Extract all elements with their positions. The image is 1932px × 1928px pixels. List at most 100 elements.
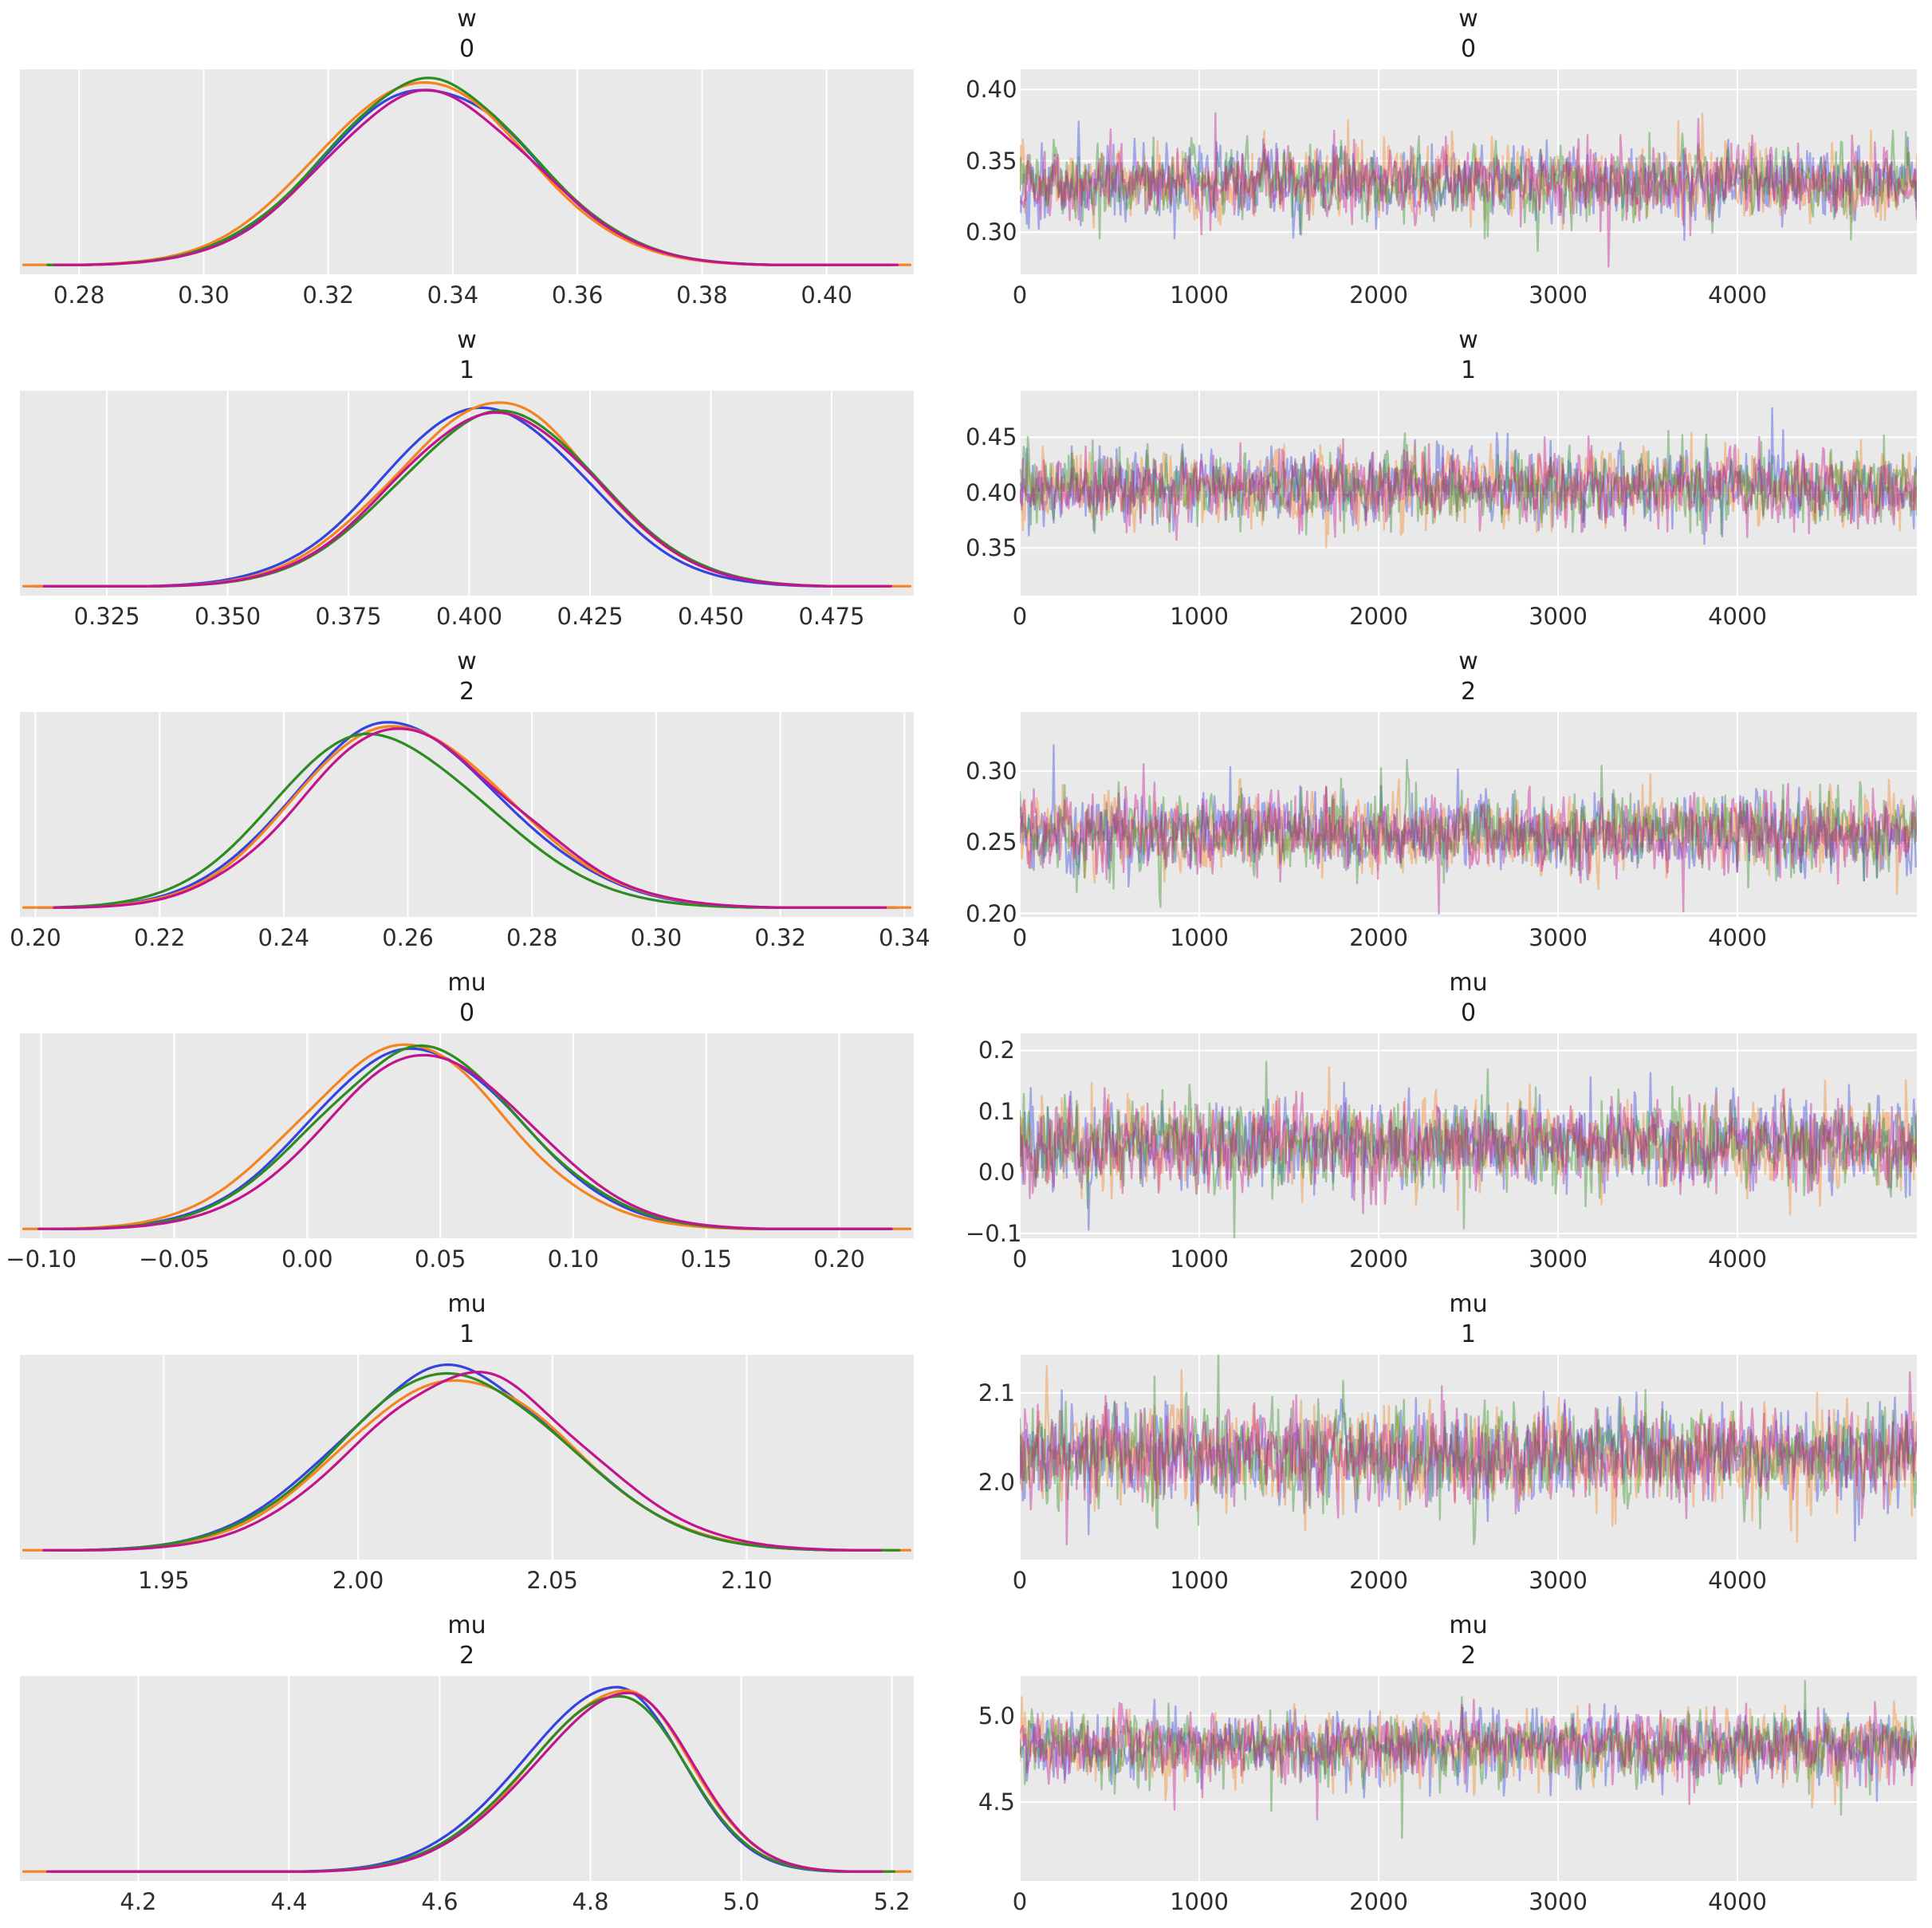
kde-title-line2: 1 [458, 356, 475, 384]
kde-x-tick-label: 0.350 [195, 603, 262, 630]
trace-line-chain-2 [1020, 1355, 1917, 1545]
trace-x-tick-label: 1000 [1170, 1888, 1229, 1915]
trace-panel-w[2] [1020, 712, 1917, 917]
kde-x-tick-label: 5.0 [722, 1888, 760, 1915]
panel-background [20, 69, 914, 274]
trace-x-tick-label: 3000 [1529, 1567, 1588, 1594]
kde-panel-w[0] [20, 69, 914, 274]
panel-background [1020, 1355, 1917, 1560]
trace-line-chain-0 [1020, 120, 1917, 242]
trace-title-line1: mu [1449, 1290, 1488, 1318]
trace-x-tick-label: 4000 [1708, 1567, 1767, 1594]
kde-x-tick-label: 0.28 [506, 924, 558, 951]
trace-x-tick-label: 4000 [1708, 924, 1767, 951]
trace-line-chain-0 [1020, 1389, 1917, 1542]
trace-line-chain-1 [1020, 1696, 1917, 1809]
kde-x-tick-label: 0.30 [178, 281, 230, 309]
kde-x-tick-label: 0.400 [436, 603, 503, 630]
trace-title-mu[0]: mu 0 [1020, 968, 1917, 1029]
panel-background [1020, 1676, 1917, 1881]
trace-line-chain-0 [1020, 407, 1917, 545]
trace-line-chain-3 [1020, 762, 1917, 915]
kde-x-tick-label: 0.475 [798, 603, 865, 630]
kde-cell-w[1]: w 1 0.325 0.350 0.375 0.400 0.425 0.450 0.475 [0, 321, 966, 643]
trace-x-tick-label: 2000 [1349, 1567, 1408, 1594]
trace-panel-w[0] [1020, 69, 1917, 274]
trace-x-tick-label: 2000 [1349, 603, 1408, 630]
trace-x-tick-label: 1000 [1170, 924, 1229, 951]
trace-line-chain-0 [1020, 744, 1917, 888]
kde-title-line1: w [457, 5, 477, 33]
trace-x-tick-label: 3000 [1529, 281, 1588, 309]
trace-y-tick-label: −0.1 [966, 1219, 1022, 1247]
trace-x-tick-label: 3000 [1529, 924, 1588, 951]
trace-line-chain-0 [1020, 1072, 1917, 1231]
trace-x-tick-label: 4000 [1708, 281, 1767, 309]
trace-x-tick-label: 1000 [1170, 1567, 1229, 1594]
trace-row-mu[1]: mu 1 1.95 2.00 2.05 2.10 mu 1 0 1000 2000 3000 4000 2… [0, 1285, 1932, 1607]
trace-y-tick-label: 0.20 [966, 899, 1017, 927]
kde-panel-mu[2] [20, 1676, 914, 1881]
trace-line-chain-2 [1020, 430, 1917, 536]
panel-background [1020, 69, 1917, 274]
trace-x-tick-label: 3000 [1529, 603, 1588, 630]
trace-title-line2: 0 [1460, 999, 1477, 1027]
trace-y-tick-label: 5.0 [978, 1702, 1015, 1729]
kde-x-tick-label: 4.6 [421, 1888, 458, 1915]
trace-x-tick-label: 2000 [1349, 281, 1408, 309]
kde-cell-w[2]: w 2 0.20 0.22 0.24 0.26 0.28 0.30 0.32 0.34 [0, 643, 966, 964]
kde-x-tick-label: 0.15 [680, 1245, 733, 1273]
kde-curve-chain-3 [53, 89, 899, 266]
trace-cell-w[1]: w 1 0 1000 2000 3000 4000 0.35 0.40 0.45 [966, 321, 1932, 643]
kde-curve-chain-3 [37, 1053, 893, 1230]
kde-title-line1: mu [447, 969, 486, 997]
kde-x-tick-label: 5.2 [873, 1888, 911, 1915]
kde-cell-mu[0]: mu 0 −0.10 −0.05 0.00 0.05 0.10 0.15 0.20 [0, 964, 966, 1285]
trace-y-tick-label: 0.35 [966, 147, 1017, 175]
kde-x-tick-label: −0.10 [6, 1245, 77, 1273]
trace-y-tick-label: 0.40 [966, 478, 1017, 506]
kde-x-tick-label: 0.26 [382, 924, 434, 951]
kde-x-tick-label: 0.36 [551, 281, 604, 309]
kde-x-tick-label: 0.20 [813, 1245, 865, 1273]
trace-row-mu[0]: mu 0 −0.10 −0.05 0.00 0.05 0.10 0.15 0.20 mu 0 0 100… [0, 964, 1932, 1285]
kde-title-line1: w [457, 647, 477, 675]
trace-y-tick-label: 0.30 [966, 757, 1017, 785]
trace-y-tick-label: 0.25 [966, 828, 1017, 856]
kde-title-line1: w [457, 326, 477, 354]
kde-title-line2: 2 [458, 678, 475, 706]
kde-x-tick-label: 0.38 [676, 281, 728, 309]
trace-line-chain-2 [1020, 1679, 1917, 1839]
trace-panel-mu[2] [1020, 1676, 1917, 1881]
trace-line-chain-3 [1020, 435, 1917, 541]
kde-x-tick-label: 0.05 [414, 1245, 466, 1273]
kde-curve-chain-3 [42, 1371, 882, 1552]
kde-x-tick-label: 2.10 [721, 1567, 773, 1594]
trace-row-mu[2]: mu 2 4.2 4.4 4.6 4.8 5.0 5.2 mu 2 0 1000 2000 3000 400… [0, 1607, 1932, 1928]
trace-cell-mu[0]: mu 0 0 1000 2000 3000 4000 −0.1 0.0 0.1 0.2 [966, 964, 1932, 1285]
trace-line-chain-2 [1020, 129, 1917, 252]
trace-x-tick-label: 4000 [1708, 1245, 1767, 1273]
kde-title-line2: 0 [458, 999, 475, 1027]
trace-title-line2: 2 [1460, 1642, 1477, 1670]
kde-x-tick-label: −0.05 [139, 1245, 210, 1273]
trace-x-tick-label: 0 [1012, 281, 1028, 309]
panel-background [1020, 712, 1917, 917]
trace-x-tick-label: 2000 [1349, 1888, 1408, 1915]
kde-cell-mu[1]: mu 1 1.95 2.00 2.05 2.10 [0, 1285, 966, 1607]
panel-background [20, 391, 914, 596]
trace-line-chain-1 [1020, 773, 1917, 895]
panel-background [20, 712, 914, 917]
kde-x-tick-label: 0.30 [630, 924, 683, 951]
kde-x-tick-label: 4.8 [572, 1888, 609, 1915]
trace-title-line1: w [1458, 647, 1478, 675]
kde-title-line1: mu [447, 1611, 486, 1639]
trace-x-tick-label: 1000 [1170, 603, 1229, 630]
trace-x-tick-label: 1000 [1170, 1245, 1229, 1273]
trace-line-chain-3 [1020, 1698, 1917, 1821]
trace-line-chain-2 [1020, 758, 1917, 908]
kde-curve-chain-2 [44, 1371, 901, 1552]
kde-title-line2: 2 [458, 1642, 475, 1670]
